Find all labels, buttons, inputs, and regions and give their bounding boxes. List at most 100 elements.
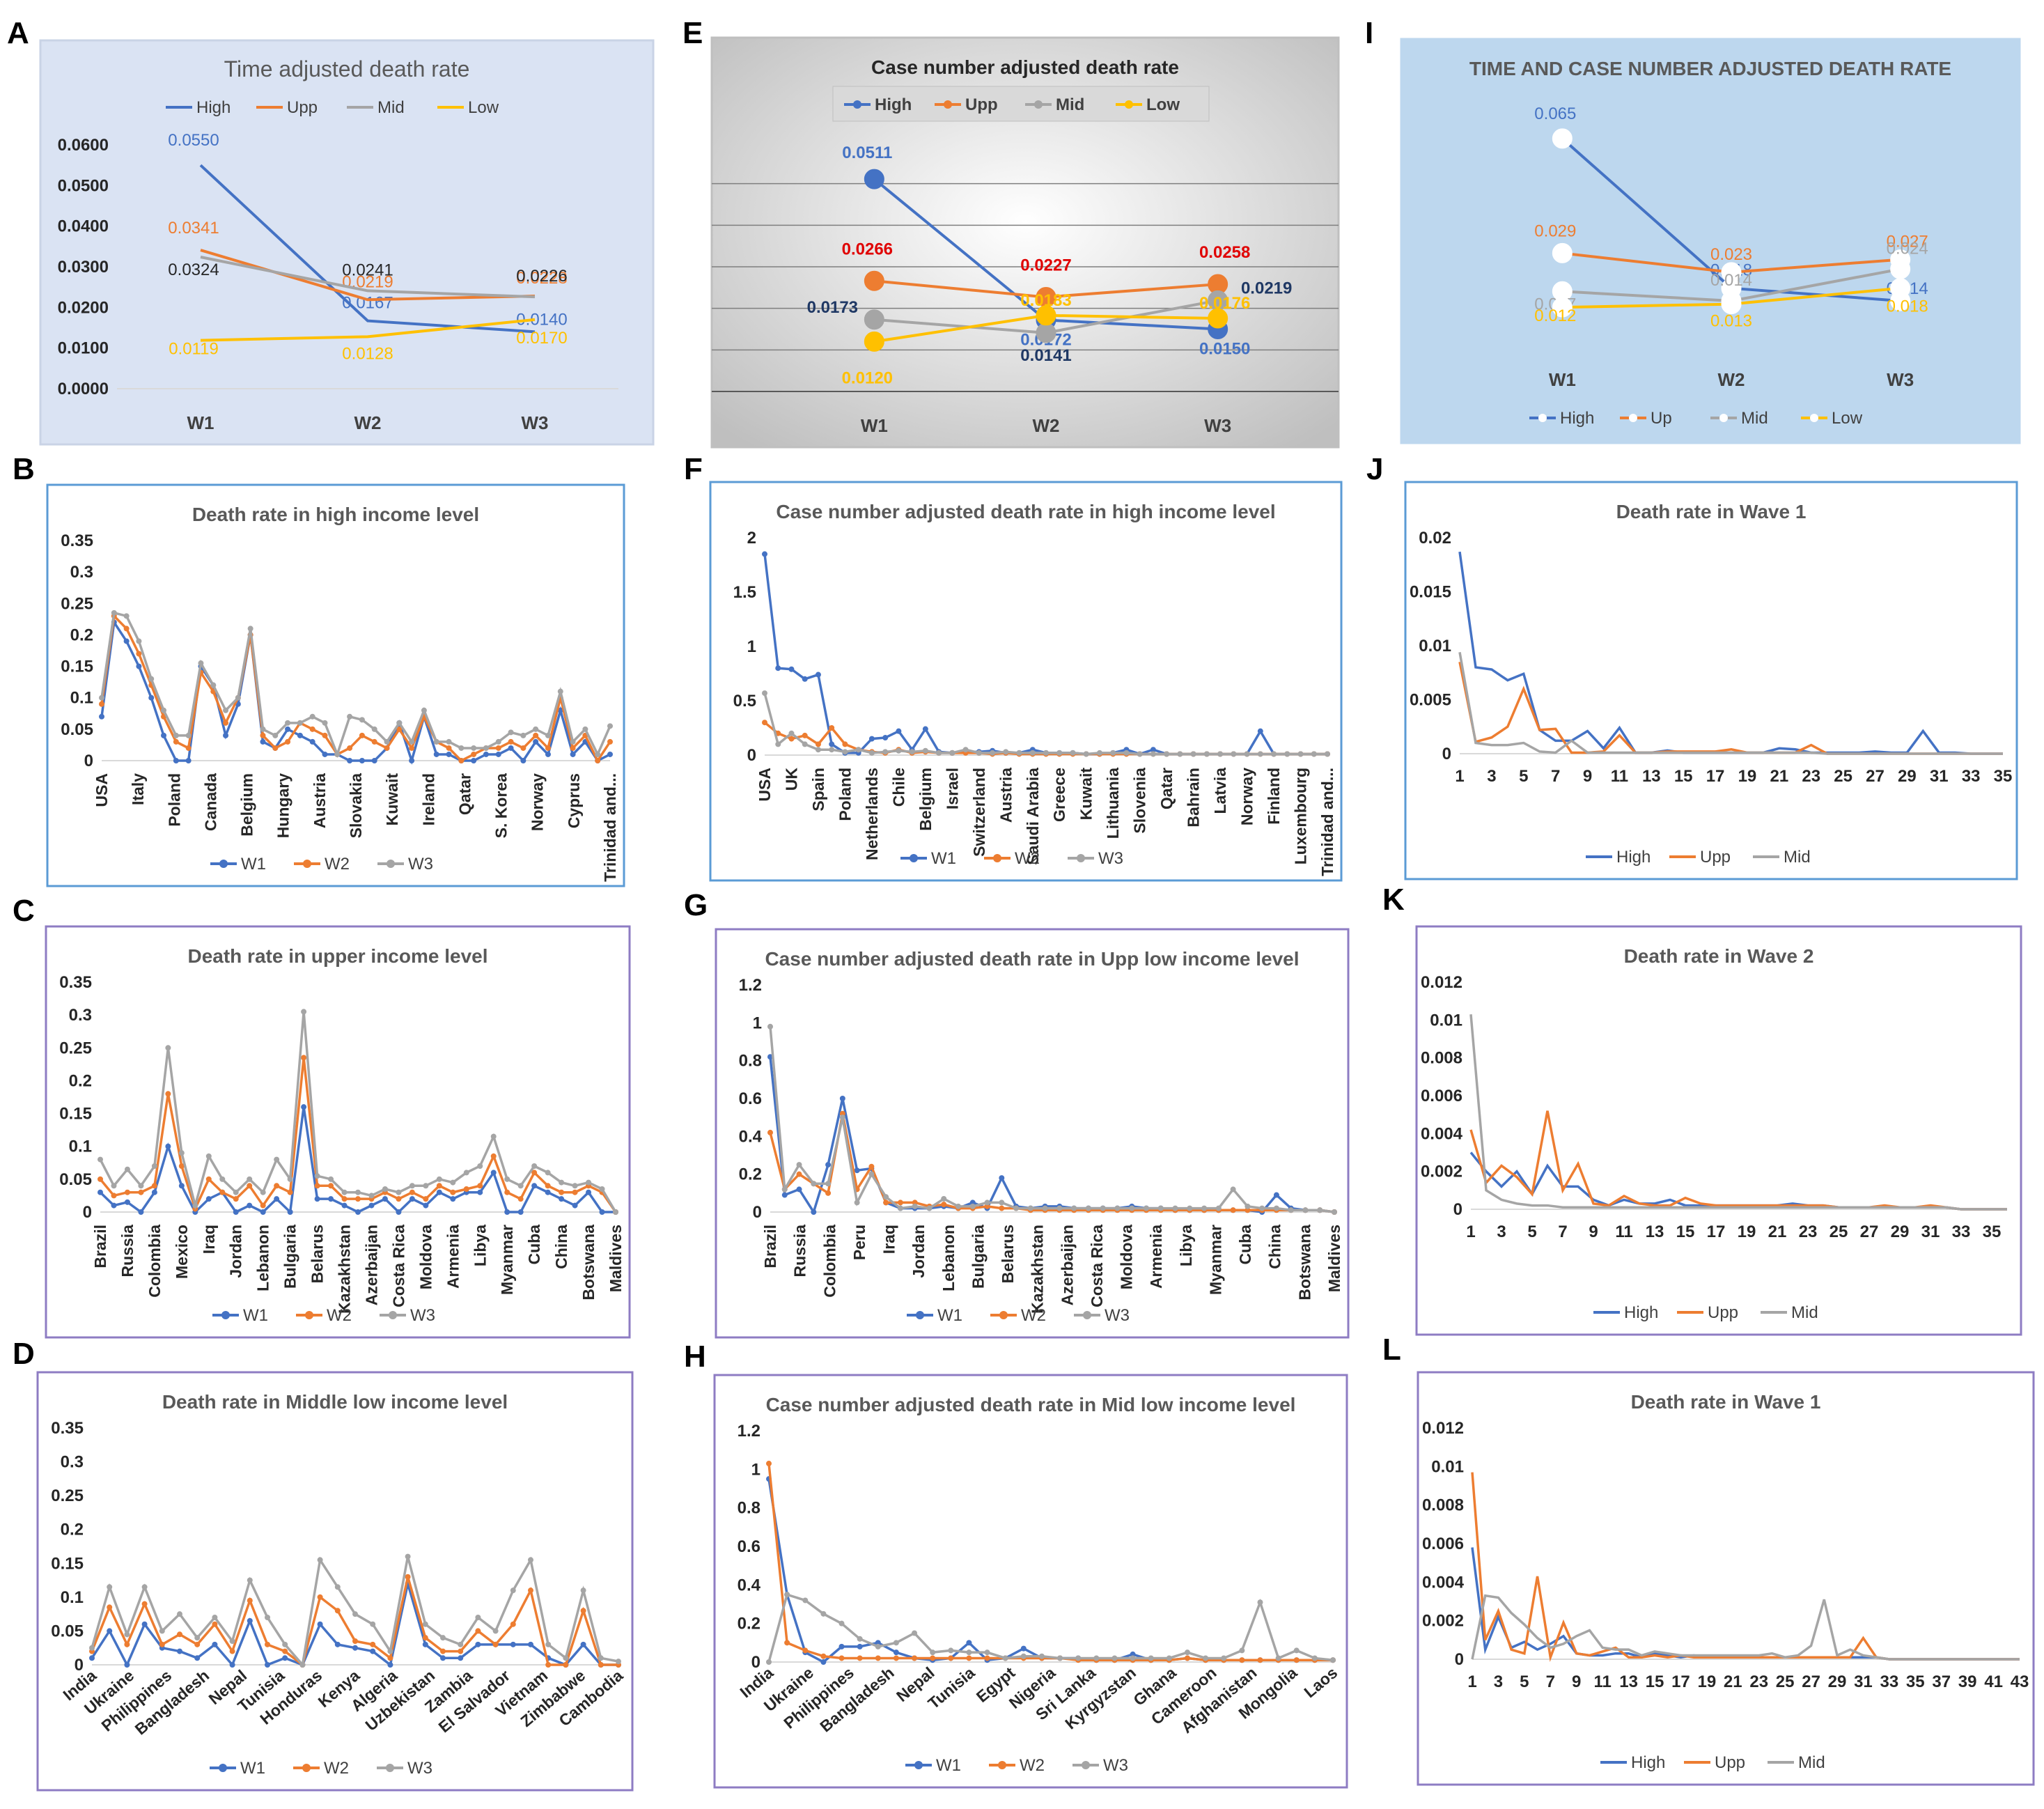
x-tick-label: Trinidad and... — [601, 773, 619, 882]
panel-letter: B — [13, 452, 35, 486]
data-point — [1177, 751, 1183, 757]
x-tick-label: Slovenia — [1131, 768, 1149, 834]
data-point — [260, 1209, 266, 1215]
x-tick-label: 33 — [1952, 1222, 1971, 1241]
data-point — [1552, 128, 1573, 149]
chart-title: Death rate in Wave 1 — [1631, 1391, 1821, 1413]
data-point — [607, 738, 613, 745]
data-point — [1325, 751, 1330, 757]
x-tick-label: W1 — [1549, 369, 1576, 390]
data-point — [359, 717, 365, 723]
chart-title: Death rate in Middle low income level — [162, 1391, 508, 1413]
data-point — [1311, 751, 1317, 757]
legend-label: High — [1560, 409, 1594, 428]
data-label: 0.0241 — [342, 261, 393, 279]
data-point — [520, 758, 526, 763]
data-point — [475, 1628, 481, 1634]
data-point — [440, 1635, 446, 1641]
data-point — [616, 1659, 621, 1665]
panel-frame — [39, 39, 655, 446]
data-point — [124, 1641, 130, 1647]
y-tick-label: 0.2 — [61, 1521, 84, 1539]
y-tick-label: 0.0400 — [58, 217, 109, 236]
data-point — [165, 1045, 171, 1051]
y-tick-label: 0 — [747, 746, 756, 765]
x-tick-label: 17 — [1706, 767, 1725, 786]
data-point — [1257, 751, 1263, 757]
data-point — [421, 707, 427, 713]
x-tick-label: Bulgaria — [969, 1225, 987, 1289]
data-point — [223, 720, 229, 726]
x-tick-label: Italy — [129, 773, 147, 805]
data-point — [607, 751, 613, 757]
y-tick-label: 0.1 — [69, 1138, 92, 1156]
data-point — [857, 1655, 863, 1661]
x-tick-label: Cuba — [1236, 1225, 1254, 1265]
data-point — [922, 726, 928, 732]
panel-letter: D — [13, 1337, 35, 1371]
data-point — [219, 1189, 226, 1195]
data-point — [138, 1209, 144, 1215]
chart-panel-b: B Death rate in high income level 0 0.05 0.1… — [13, 452, 625, 887]
data-point — [508, 745, 514, 751]
x-tick-label: Israel — [943, 768, 961, 809]
data-point — [1144, 1205, 1149, 1211]
data-point — [829, 741, 835, 747]
legend-marker — [219, 860, 228, 868]
data-point — [123, 613, 130, 619]
data-point — [463, 1170, 469, 1176]
x-tick-label: 29 — [1891, 1222, 1910, 1241]
data-point — [788, 730, 795, 736]
data-point — [598, 1662, 604, 1668]
data-point — [477, 1183, 483, 1189]
data-point — [1221, 1655, 1227, 1661]
legend-marker — [1810, 414, 1818, 422]
x-tick-label: Jordan — [910, 1225, 928, 1278]
data-point — [875, 1655, 881, 1661]
legend-marker — [1629, 414, 1637, 422]
chart-panel-g: G Case number adjusted death rate in Upp … — [684, 888, 1350, 1339]
data-point — [450, 1189, 456, 1195]
data-point — [285, 720, 291, 726]
data-point — [1271, 751, 1277, 757]
data-point — [151, 1189, 157, 1195]
data-point — [1721, 294, 1742, 315]
data-point — [165, 1091, 171, 1097]
y-tick-label: 0.3 — [70, 563, 93, 582]
legend-label: Upp — [1700, 848, 1731, 867]
x-tick-label: 11 — [1611, 767, 1628, 786]
data-point — [990, 750, 996, 756]
data-point — [1042, 1205, 1048, 1211]
data-point — [463, 1186, 469, 1192]
data-point — [922, 747, 928, 754]
series-line-w2 — [769, 1113, 1335, 1213]
x-tick-label: Canada — [201, 773, 219, 831]
legend-marker — [999, 1311, 1008, 1319]
x-tick-label: China — [1266, 1225, 1284, 1269]
panel-frame — [713, 1374, 1348, 1789]
data-point — [1110, 750, 1116, 756]
data-point — [767, 1129, 773, 1135]
data-point — [1245, 1203, 1251, 1209]
x-tick-label: Bahrain — [1185, 768, 1203, 828]
data-point — [999, 1199, 1005, 1206]
data-point — [192, 1202, 198, 1209]
legend-marker — [387, 860, 395, 868]
data-point — [99, 713, 104, 720]
data-point — [458, 1641, 464, 1647]
y-tick-label: 0.05 — [51, 1622, 84, 1640]
y-tick-label: 0 — [84, 752, 93, 770]
chart-panel-k: K Death rate in Wave 2 0 0.002 0.004 0.006 0.0… — [1382, 883, 2022, 1336]
data-point — [436, 1176, 442, 1182]
y-tick-label: 0.2 — [69, 1071, 92, 1090]
data-point — [815, 747, 821, 753]
data-label: 0.065 — [1534, 104, 1576, 123]
data-point — [528, 1641, 533, 1647]
data-point — [341, 1202, 348, 1209]
data-point — [1293, 1647, 1300, 1654]
data-point — [368, 1202, 375, 1209]
x-tick-label: 7 — [1546, 1672, 1555, 1691]
data-point — [285, 726, 291, 732]
data-point — [857, 1643, 863, 1649]
